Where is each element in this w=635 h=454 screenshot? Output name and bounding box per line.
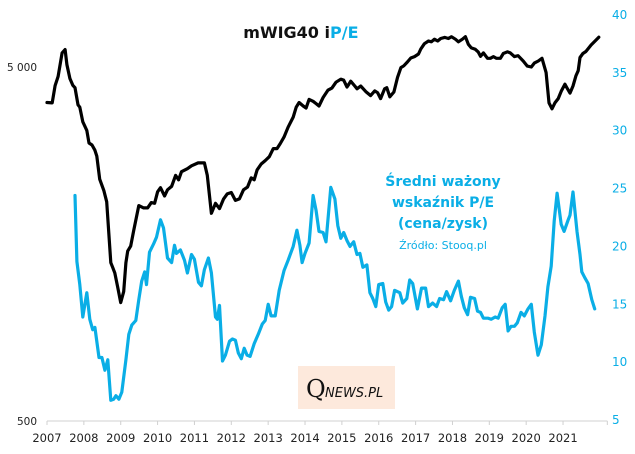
qnews-logo: Q NEWS.PL bbox=[298, 366, 395, 409]
right-tick-label: 15 bbox=[612, 297, 627, 311]
annotation-source: Źródło: Stooq.pl bbox=[399, 239, 487, 252]
series-line-mwig40 bbox=[45, 35, 601, 305]
title-index-part: mWIG40 i bbox=[243, 23, 330, 42]
series-line-pe bbox=[73, 185, 597, 402]
annotation-line-3: (cena/zysk) bbox=[398, 216, 488, 232]
x-tick-label: 2018 bbox=[438, 431, 467, 445]
right-tick-label: 20 bbox=[612, 239, 627, 253]
annotation-line-2: wskaźnik P/E bbox=[392, 195, 494, 211]
x-tick-label: 2017 bbox=[401, 431, 430, 445]
x-tick-label: 2009 bbox=[106, 431, 135, 445]
x-tick-label: 2007 bbox=[32, 431, 61, 445]
x-axis: 2007 2008 2009 2010 2011 2012 2013 2014 2015 2016… bbox=[32, 420, 608, 445]
x-tick-label: 2021 bbox=[548, 431, 577, 445]
x-tick-label: 2019 bbox=[475, 431, 504, 445]
right-tick-label: 5 bbox=[612, 413, 620, 427]
x-tick-label: 2014 bbox=[290, 431, 319, 445]
x-tick-label: 2015 bbox=[327, 431, 356, 445]
logo-background bbox=[298, 366, 395, 409]
pe-annotation: Średni ważony wskaźnik P/E (cena/zysk) Ź… bbox=[385, 172, 500, 252]
x-tick-label: 2008 bbox=[69, 431, 98, 445]
right-tick-label: 10 bbox=[612, 355, 627, 369]
right-tick-label: 40 bbox=[612, 8, 627, 22]
left-tick-label: 5 000 bbox=[7, 62, 37, 74]
x-tick-label: 2013 bbox=[254, 431, 283, 445]
logo-text: NEWS.PL bbox=[325, 386, 383, 401]
title-pe-part: P/E bbox=[330, 23, 359, 42]
right-y-axis: 5 10 15 20 25 30 35 40 bbox=[612, 8, 627, 427]
logo-q-letter: Q bbox=[306, 375, 326, 403]
right-tick-label: 25 bbox=[612, 182, 627, 196]
x-tick-label: 2010 bbox=[143, 431, 172, 445]
x-tick-label: 2020 bbox=[512, 431, 541, 445]
series-layer bbox=[45, 35, 601, 402]
left-y-axis: 5 000 500 bbox=[7, 62, 37, 428]
right-tick-label: 35 bbox=[612, 66, 627, 80]
annotation-line-1: Średni ważony bbox=[385, 172, 500, 190]
left-tick-label: 500 bbox=[17, 416, 37, 428]
chart-title: mWIG40 i P/E bbox=[243, 23, 358, 42]
x-tick-label: 2011 bbox=[180, 431, 209, 445]
right-tick-label: 30 bbox=[612, 124, 627, 138]
x-tick-label: 2012 bbox=[217, 431, 246, 445]
x-tick-label: 2016 bbox=[364, 431, 393, 445]
